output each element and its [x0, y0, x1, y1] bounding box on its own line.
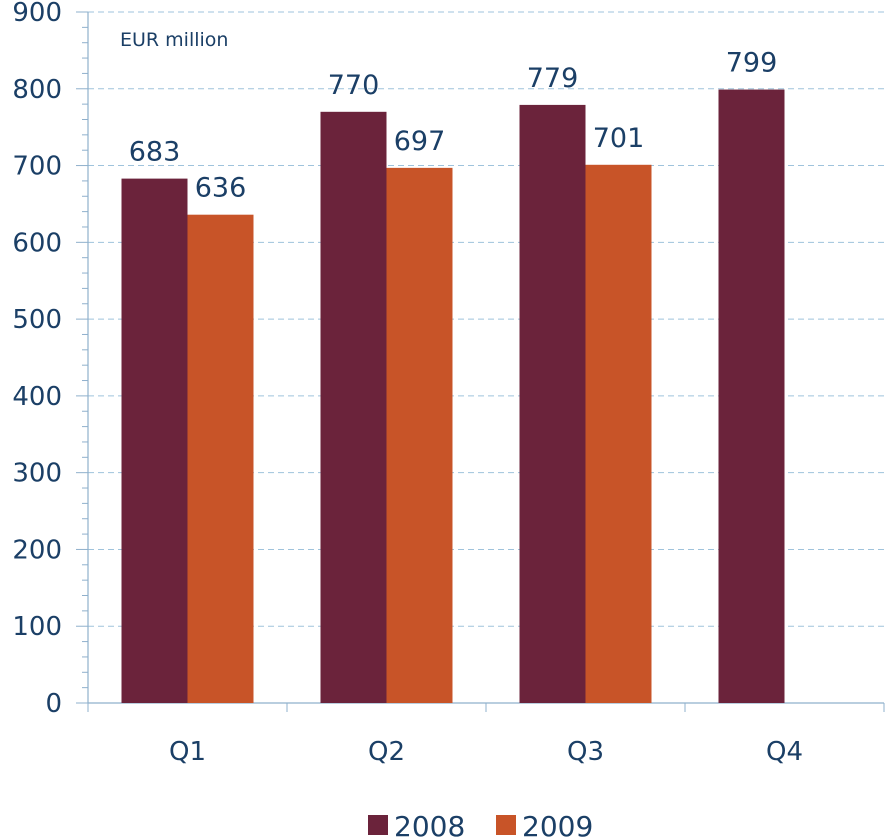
legend: 2008 2009	[368, 810, 593, 839]
data-labels: 683 636 770 697 779 701 799	[129, 48, 778, 204]
y-tick-label: 100	[12, 612, 62, 642]
legend-swatch	[496, 815, 516, 835]
y-tick-label: 300	[12, 459, 62, 489]
data-label: 697	[394, 126, 446, 157]
x-tick-label: Q1	[169, 737, 206, 767]
data-label: 636	[195, 173, 247, 204]
y-tick-label: 700	[12, 152, 62, 182]
legend-label: 2009	[522, 810, 593, 839]
x-tick-label: Q3	[567, 737, 604, 767]
bar	[718, 89, 785, 704]
bar	[519, 104, 586, 703]
y-tick-label: 200	[12, 535, 62, 565]
unit-label: EUR million	[120, 29, 228, 51]
bar	[187, 214, 254, 703]
data-label: 770	[328, 70, 380, 101]
y-tick-label: 0	[45, 689, 62, 719]
axes: 0 100 200 300 400 500 600 700 800 900 Q1 Q2 Q3 Q4	[12, 0, 885, 767]
bar	[320, 111, 387, 704]
data-label: 701	[593, 123, 645, 154]
y-tick-label: 400	[12, 382, 62, 412]
bar	[585, 164, 652, 703]
data-label: 779	[527, 63, 579, 94]
legend-swatch	[368, 815, 388, 835]
x-tick-label: Q4	[766, 737, 803, 767]
y-tick-label: 900	[12, 0, 62, 28]
x-tick-label: Q2	[368, 737, 405, 767]
data-label: 799	[726, 48, 778, 79]
y-tick-label: 500	[12, 305, 62, 335]
bar	[121, 178, 188, 703]
bar	[386, 167, 453, 703]
y-tick-label: 600	[12, 228, 62, 258]
data-label: 683	[129, 137, 181, 168]
legend-label: 2008	[394, 810, 465, 839]
y-tick-label: 800	[12, 75, 62, 105]
bars	[121, 89, 785, 704]
